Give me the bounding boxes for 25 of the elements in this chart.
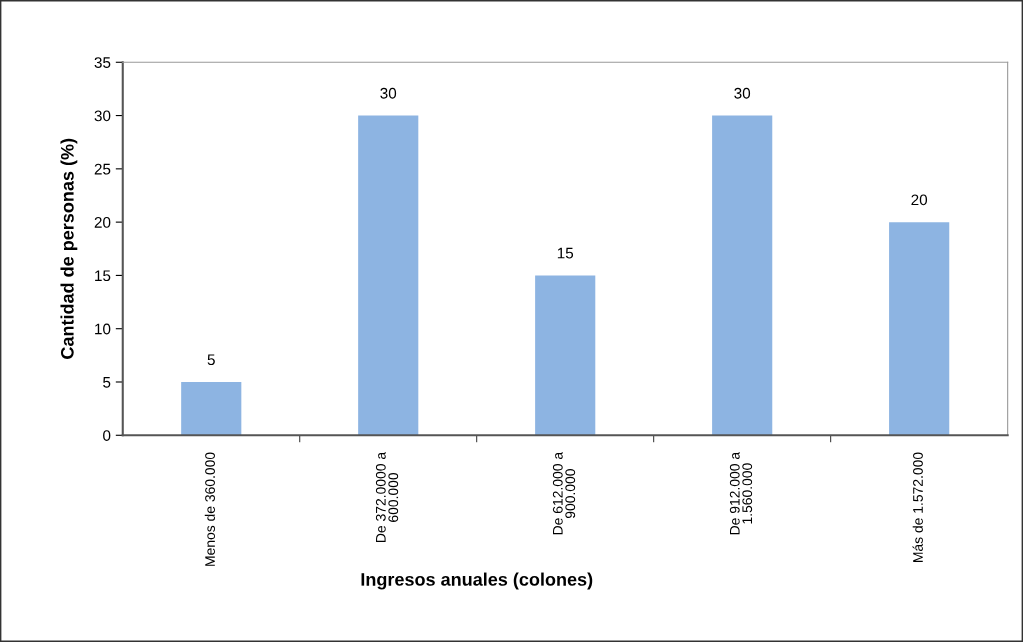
data-label: 15 (557, 247, 574, 259)
x-tick-label: Más de 1.572.000 (912, 452, 923, 562)
x-tick-label: De 372.0000 a 600.000 (375, 451, 399, 542)
x-tick-label: Menos de 360.000 (204, 452, 215, 566)
x-axis-title: Ingresos anuales (colones) (361, 572, 593, 590)
bar (535, 275, 596, 436)
data-label: 30 (734, 87, 751, 99)
bar (889, 222, 950, 436)
y-tick-label: 35 (94, 57, 111, 68)
bar (358, 115, 419, 436)
y-tick-label: 10 (95, 323, 111, 335)
bar (181, 381, 242, 436)
y-tick-label: 0 (103, 430, 111, 441)
y-tick-label: 30 (94, 110, 111, 122)
y-axis-title: Cantidad de personas (%) (60, 138, 78, 359)
data-label: 30 (380, 87, 397, 99)
data-label: 20 (911, 194, 928, 206)
y-tick-label: 15 (95, 270, 111, 282)
x-tick-label: De 612.000 a 900.000 (552, 451, 576, 535)
y-tick-label: 20 (94, 217, 111, 228)
x-tick-label: De 912.000 a 1.560.000 (729, 451, 753, 535)
bar (712, 115, 773, 436)
y-tick-label: 5 (103, 377, 111, 388)
y-tick-label: 25 (94, 163, 111, 175)
data-label: 5 (207, 354, 215, 366)
